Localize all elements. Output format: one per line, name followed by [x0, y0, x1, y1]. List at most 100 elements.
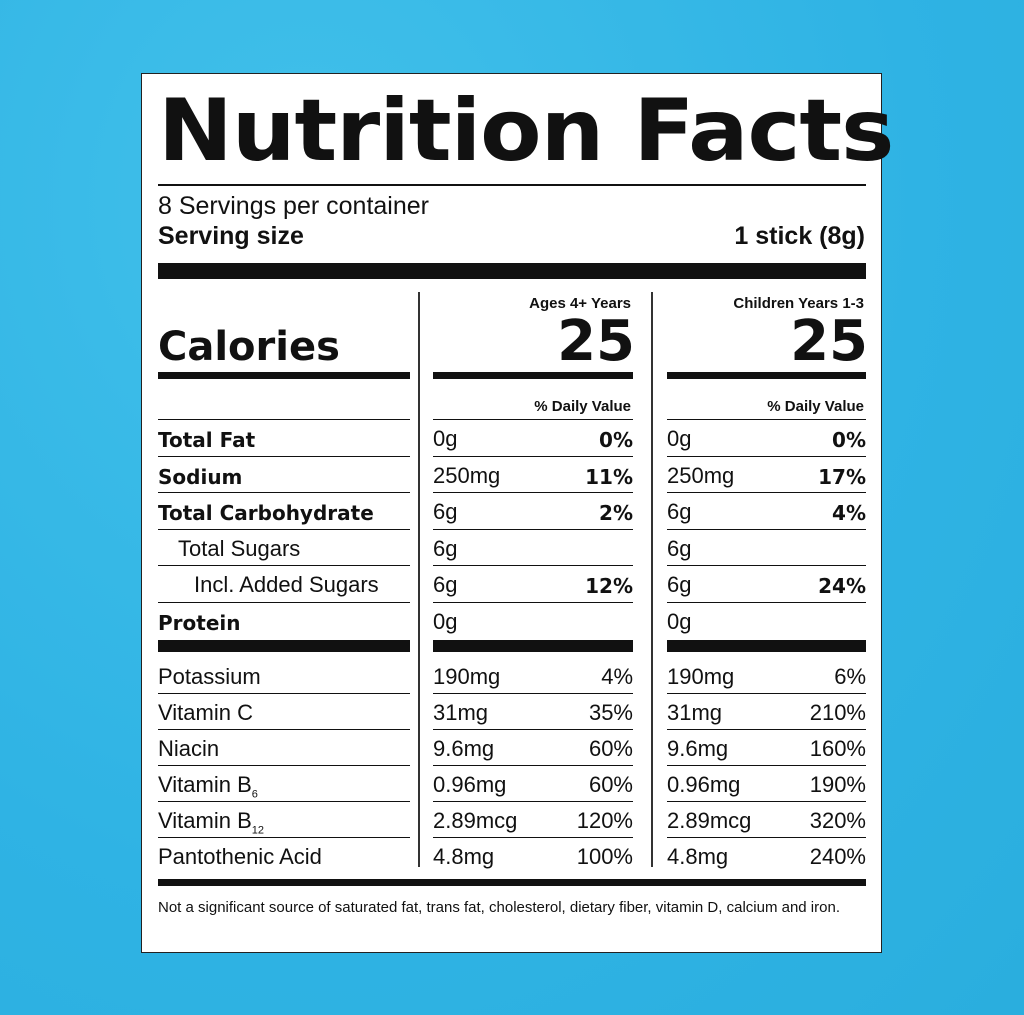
- amount-children: 31mg: [667, 700, 723, 725]
- amount-children: 6g: [667, 572, 692, 597]
- row-divider: [158, 693, 410, 695]
- nutrient-name: Niacin: [158, 736, 219, 762]
- row-divider: [158, 492, 410, 494]
- nutrient-row: Total Sugars 6g 6g: [158, 532, 866, 566]
- nutrient-name-text: Vitamin B: [158, 808, 252, 833]
- nutrient-name: Vitamin C: [158, 700, 253, 726]
- percent-dv-children: 190%: [809, 772, 866, 797]
- percent-dv-children: 24%: [818, 574, 866, 598]
- protein-bar-left: [158, 640, 410, 652]
- servings-per-container: 8 Servings per container: [158, 192, 429, 220]
- percent-dv-ages4: 60%: [588, 736, 633, 761]
- row-divider: [667, 801, 866, 803]
- row-divider: [158, 565, 410, 567]
- percent-dv-ages4: 0%: [599, 428, 633, 452]
- percent-dv-ages4: 2%: [599, 501, 633, 525]
- row-divider: [433, 565, 633, 567]
- column-divider-1: [418, 292, 420, 867]
- calories-bar-mid: [433, 372, 633, 379]
- calories-value-ages4: 25: [557, 309, 635, 374]
- vitamin-row: Vitamin B6 0.96mg 60% 0.96mg 190%: [158, 768, 866, 802]
- row-divider: [433, 801, 633, 803]
- amount-children: 6g: [667, 535, 692, 561]
- amount-ages4: 190mg: [433, 664, 501, 689]
- amount-children: 4.8mg: [667, 844, 729, 869]
- amount-ages4: 0g: [433, 608, 458, 634]
- vitamin-row: Niacin 9.6mg 60% 9.6mg 160%: [158, 732, 866, 766]
- label-title: Nutrition Facts: [158, 81, 894, 181]
- vitamin-row: Vitamin B12 2.89mcg 120% 2.89mcg 320%: [158, 804, 866, 838]
- amount-children: 0g: [667, 608, 692, 634]
- percent-dv-children: 0%: [832, 428, 866, 452]
- calories-bar-right: [667, 372, 866, 379]
- daily-value-heading-ages4: % Daily Value: [534, 398, 631, 415]
- amount-ages4: 9.6mg: [433, 736, 495, 761]
- percent-dv-children: 210%: [809, 700, 866, 725]
- amount-ages4: 31mg: [433, 700, 489, 725]
- percent-dv-ages4: 60%: [588, 772, 633, 797]
- percent-dv-children: 160%: [809, 736, 866, 761]
- amount-children: 2.89mcg: [667, 808, 752, 833]
- amount-children: 6g: [667, 499, 692, 524]
- nutrient-row: Protein 0g 0g: [158, 605, 866, 639]
- percent-dv-children: 6%: [834, 664, 866, 689]
- row-divider: [667, 601, 866, 603]
- nutrient-name: Sodium: [158, 465, 242, 489]
- column-divider-2: [651, 292, 653, 867]
- serving-size-value: 1 stick (8g): [734, 222, 865, 250]
- nutrient-name-text: Vitamin C: [158, 700, 253, 725]
- amount-ages4: 6g: [433, 499, 458, 524]
- row-divider: [667, 693, 866, 695]
- calories-value-children: 25: [790, 309, 868, 374]
- amount-ages4: 0.96mg: [433, 772, 507, 797]
- nutrient-name: Pantothenic Acid: [158, 844, 322, 870]
- row-divider: [158, 419, 410, 421]
- amount-ages4: 250mg: [433, 462, 501, 488]
- row-divider: [433, 601, 633, 603]
- row-divider: [667, 765, 866, 767]
- row-divider: [433, 729, 633, 731]
- amount-children: 9.6mg: [667, 736, 729, 761]
- percent-dv-ages4: 4%: [601, 664, 633, 689]
- row-divider: [667, 565, 866, 567]
- row-divider: [158, 765, 410, 767]
- subscript: 12: [251, 824, 264, 837]
- row-divider: [158, 837, 410, 839]
- nutrient-name-text: Total Sugars: [178, 535, 301, 561]
- nutrient-row: Sodium 250mg 11% 250mg 17%: [158, 459, 866, 493]
- serving-size-label: Serving size: [158, 222, 304, 250]
- nutrient-row: Total Fat 0g 0% 0g 0%: [158, 422, 866, 456]
- nutrient-name-text: Incl. Added Sugars: [194, 572, 379, 597]
- daily-value-heading-children: % Daily Value: [767, 398, 864, 415]
- row-divider: [667, 455, 866, 457]
- nutrient-name-text: Total Fat: [158, 428, 256, 452]
- row-divider: [433, 837, 633, 839]
- percent-dv-ages4: 100%: [576, 844, 633, 869]
- amount-children: 190mg: [667, 664, 735, 689]
- nutrient-name-text: Total Carbohydrate: [158, 501, 374, 525]
- percent-dv-children: 240%: [809, 844, 866, 869]
- calories-label: Calories: [158, 324, 340, 370]
- row-divider: [433, 765, 633, 767]
- nutrient-name: Total Sugars: [178, 536, 300, 562]
- nutrient-name: Protein: [158, 611, 240, 635]
- amount-ages4: 2.89mcg: [433, 808, 518, 833]
- row-divider: [667, 837, 866, 839]
- vitamin-row: Pantothenic Acid 4.8mg 100% 4.8mg 240%: [158, 840, 866, 874]
- nutrient-name-text: Vitamin B: [158, 772, 252, 797]
- nutrient-name: Incl. Added Sugars: [194, 572, 379, 598]
- row-divider: [667, 492, 866, 494]
- calories-bar-left: [158, 372, 410, 379]
- row-divider: [433, 455, 633, 457]
- nutrient-row: Incl. Added Sugars 6g 12% 6g 24%: [158, 568, 866, 602]
- amount-children: 0.96mg: [667, 772, 741, 797]
- row-divider: [667, 729, 866, 731]
- amount-ages4: 6g: [433, 572, 458, 597]
- row-divider: [158, 528, 410, 530]
- nutrient-name-text: Potassium: [158, 664, 261, 689]
- amount-ages4: 0g: [433, 426, 458, 451]
- amount-children: 0g: [667, 426, 692, 451]
- thick-divider-bottom: [158, 879, 866, 886]
- row-divider: [433, 419, 633, 421]
- row-divider: [158, 801, 410, 803]
